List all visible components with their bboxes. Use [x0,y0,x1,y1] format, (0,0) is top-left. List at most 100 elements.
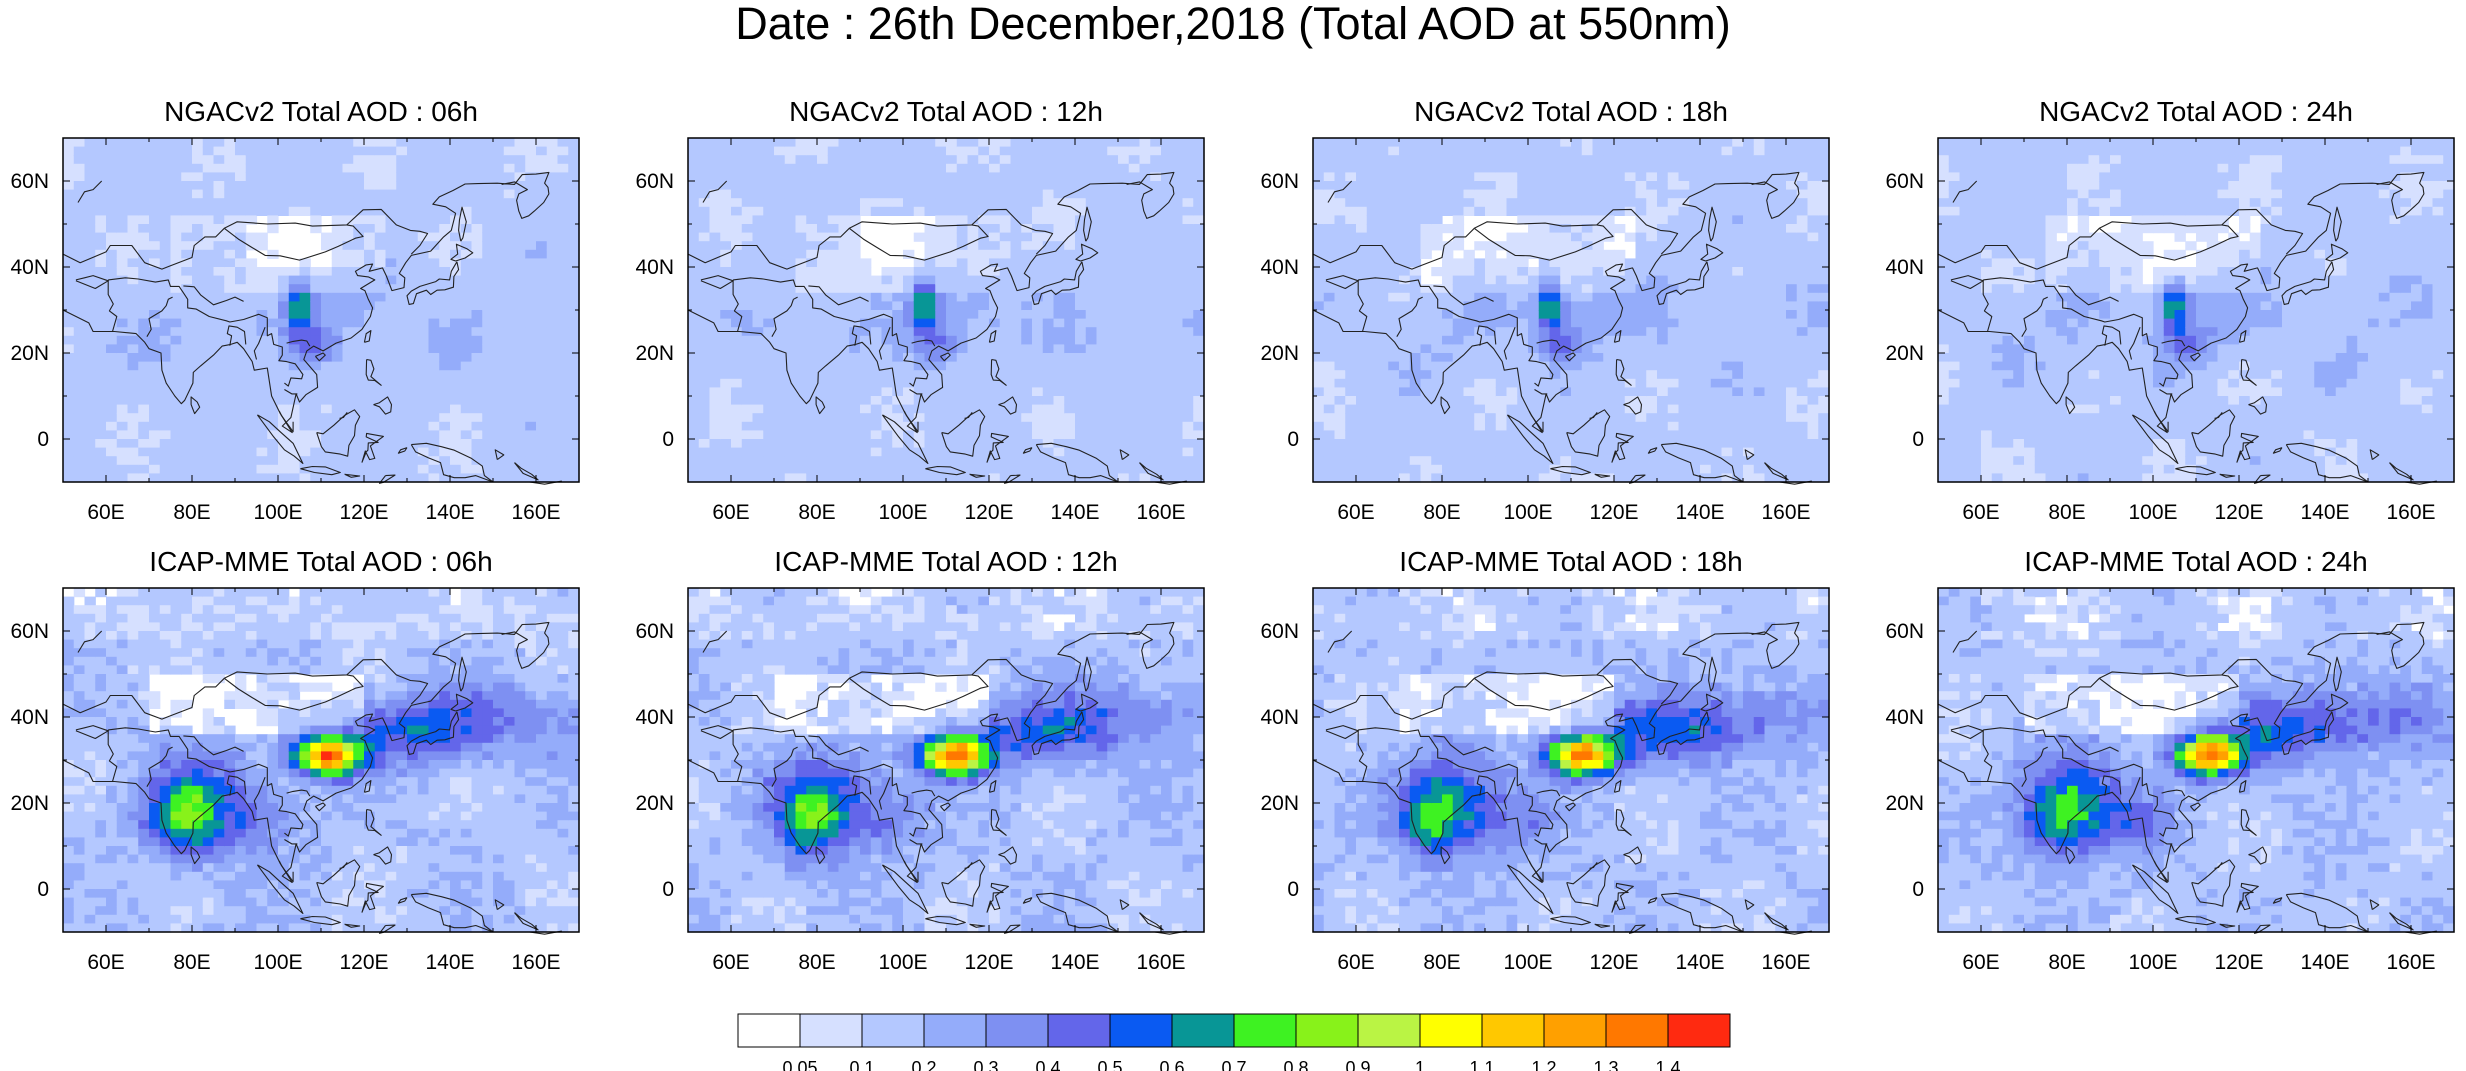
aod-cell [1517,447,1529,457]
aod-cell [1139,267,1151,277]
aod-cell [127,181,139,191]
aod-cell [881,456,893,466]
aod-cell [353,163,365,173]
aod-cell [353,310,365,320]
aod-cell [1171,241,1184,251]
aod-cell [1442,206,1454,216]
aod-cell [202,206,215,216]
aod-cell [310,413,322,423]
aod-cell [946,249,958,259]
aod-cell [396,224,408,234]
aod-cell [95,206,107,216]
aod-cell [1388,138,1400,148]
aod-cell [159,430,172,440]
aod-cell [514,335,526,345]
aod-cell [192,421,204,431]
aod-cell [795,387,807,397]
aod-cell [63,464,75,474]
aod-cell [288,413,301,423]
aod-cell [1107,447,1119,457]
aod-cell [536,318,548,328]
aod-cell [267,318,279,328]
aod-cell [84,387,96,397]
aod-cell [752,198,764,208]
aod-cell [557,378,569,388]
aod-cell [235,456,247,466]
aod-cell [1377,198,1389,208]
aod-cell [1538,310,1551,320]
aod-cell [1096,232,1108,242]
aod-cell [396,249,408,259]
aod-cell [1581,396,1594,406]
aod-cell [720,275,732,285]
aod-cell [170,318,182,328]
aod-cell [720,361,732,371]
aod-cell [1560,361,1572,371]
aod-cell [1042,215,1055,225]
aod-cell [353,301,365,311]
aod-cell [956,241,969,251]
aod-cell [1399,275,1411,285]
aod-cell [546,163,559,173]
aod-cell [450,387,462,397]
aod-cell [774,301,786,311]
aod-cell [731,249,743,259]
aod-cell [84,301,96,311]
aod-cell [374,284,387,294]
aod-cell [288,267,301,277]
aod-cell [1085,464,1098,474]
aod-cell [1474,430,1486,440]
aod-cell [181,198,193,208]
aod-cell [224,172,236,182]
aod-cell [278,378,290,388]
aod-cell [1442,241,1454,251]
aod-cell [428,224,440,234]
aod-cell [1334,404,1346,414]
aod-cell [1193,387,1205,397]
aod-cell [514,284,526,294]
aod-cell [1420,138,1432,148]
aod-cell [331,456,344,466]
aod-cell [1150,163,1162,173]
aod-cell [1182,327,1194,337]
aod-cell [1366,310,1379,320]
aod-cell [795,361,807,371]
aod-cell [999,413,1012,423]
aod-cell [1442,189,1454,199]
aod-cell [95,275,107,285]
aod-cell [1032,344,1044,354]
aod-cell [1571,232,1583,242]
aod-cell [1506,430,1518,440]
aod-cell [63,413,75,423]
aod-cell [1118,361,1130,371]
aod-cell [428,370,440,380]
x-tick-label: 120E [339,501,388,524]
aod-cell [1042,301,1055,311]
aod-cell [795,464,807,474]
aod-cell [267,439,279,449]
aod-cell [752,138,764,148]
aod-cell [385,189,397,199]
aod-cell [1193,327,1205,337]
aod-cell [924,172,936,182]
aod-cell [720,404,732,414]
aod-cell [1495,155,1508,165]
aod-cell [1420,361,1432,371]
aod-cell [536,292,548,302]
aod-cell [224,301,236,311]
aod-cell [1463,327,1475,337]
aod-cell [1409,344,1422,354]
aod-cell [353,318,365,328]
coastline [851,325,872,346]
aod-cell [978,172,990,182]
aod-cell [278,464,290,474]
aod-cell [342,335,354,345]
aod-cell [288,353,301,363]
aod-cell [546,396,559,406]
aod-cell [374,163,387,173]
aod-cell [698,370,711,380]
aod-cell [557,335,569,345]
aod-cell [170,456,182,466]
aod-cell [924,353,936,363]
aod-cell [1021,249,1033,259]
